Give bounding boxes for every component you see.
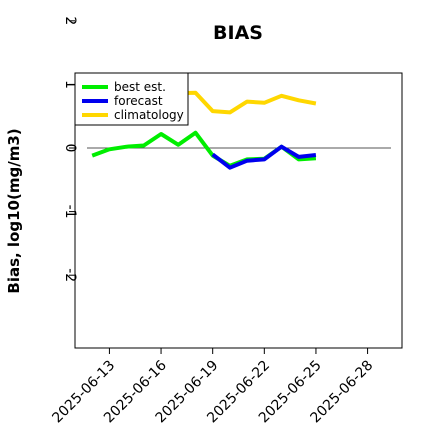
y-axis-title: Bias, log10(mg/m3) [5,128,23,293]
legend-label: climatology [114,108,184,122]
series-line-forecast [211,144,317,170]
y-tick-label: 2 [62,16,78,25]
legend-label: best est. [114,80,166,94]
y-tick-label: 0 [62,144,78,153]
y-tick-label: 1 [62,80,78,89]
y-tick-label: -2 [62,268,78,282]
y-tick-label: -1 [62,205,78,219]
plot-frame [74,72,403,349]
chart-title: BIAS [213,22,263,44]
legend-label: forecast [114,94,163,108]
